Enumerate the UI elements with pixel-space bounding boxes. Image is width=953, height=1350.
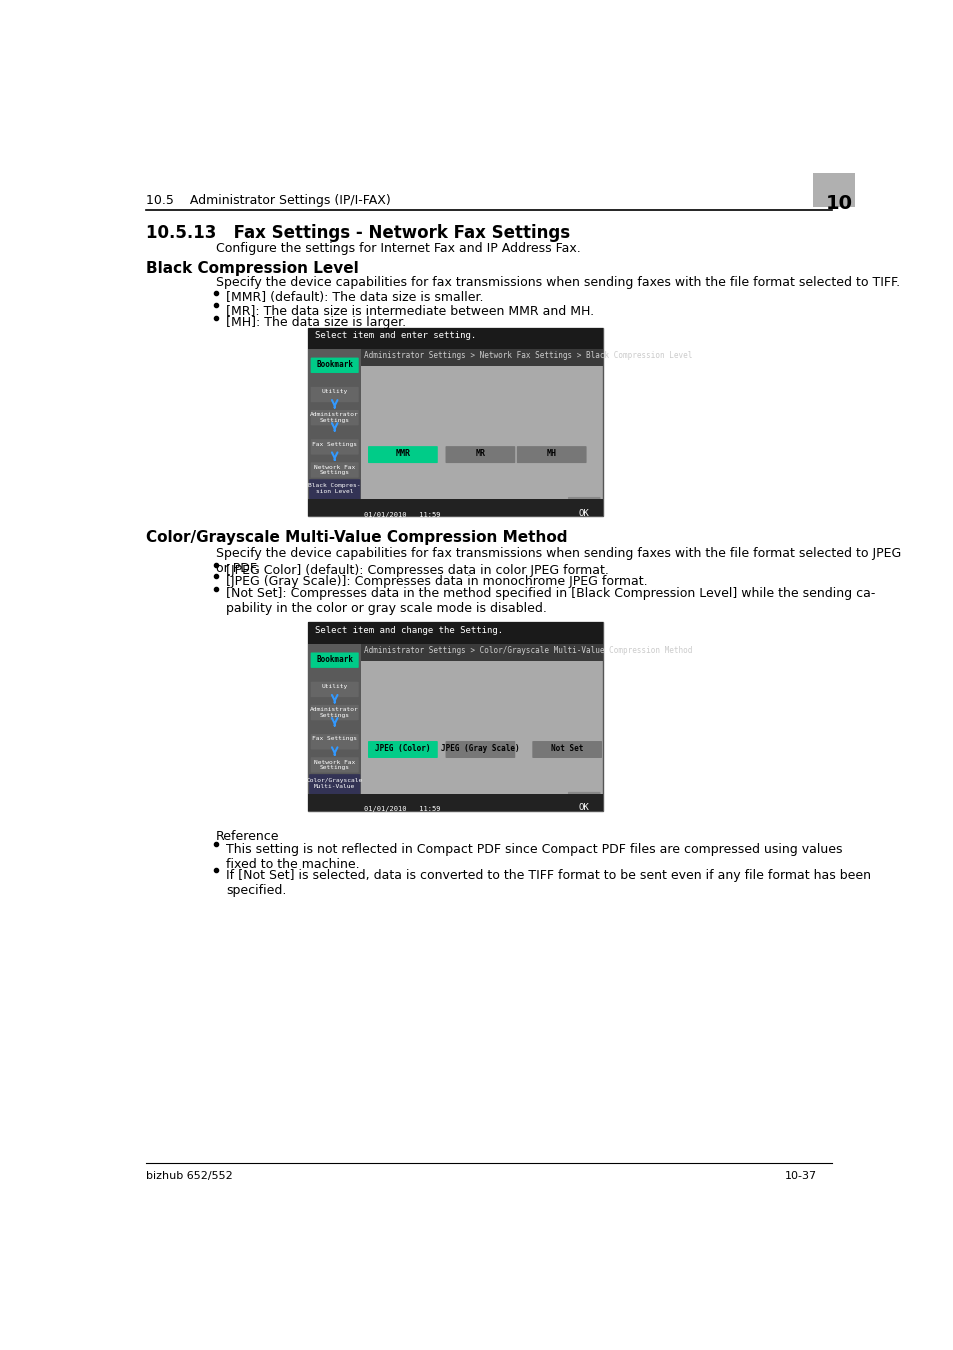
Text: OK: OK [578, 509, 589, 517]
Text: Network Fax
Settings: Network Fax Settings [314, 464, 355, 475]
Text: Specify the device capabilities for fax transmissions when sending faxes with th: Specify the device capabilities for fax … [216, 547, 901, 575]
Text: 10.5.13   Fax Settings - Network Fax Settings: 10.5.13 Fax Settings - Network Fax Setti… [146, 224, 569, 242]
Text: Black Compres-
sion Level: Black Compres- sion Level [308, 483, 360, 494]
FancyBboxPatch shape [311, 462, 358, 478]
FancyBboxPatch shape [532, 741, 601, 757]
Text: Utility: Utility [321, 684, 348, 688]
Text: 01/01/2010   11:59
Memory   100%: 01/01/2010 11:59 Memory 100% [364, 806, 440, 819]
FancyBboxPatch shape [311, 652, 358, 668]
Text: bizhub 652/552: bizhub 652/552 [146, 1170, 233, 1181]
FancyBboxPatch shape [308, 622, 602, 811]
Text: Administrator Settings > Network Fax Settings > Black Compression Level: Administrator Settings > Network Fax Set… [364, 351, 692, 360]
Text: [Not Set]: Compresses data in the method specified in [Black Compression Level] : [Not Set]: Compresses data in the method… [226, 587, 875, 616]
Text: Reference: Reference [216, 830, 279, 844]
Text: [MH]: The data size is larger.: [MH]: The data size is larger. [226, 316, 406, 329]
FancyBboxPatch shape [308, 350, 360, 516]
FancyBboxPatch shape [308, 328, 602, 350]
Text: Administrator
Settings: Administrator Settings [310, 412, 358, 423]
Text: 10.5    Administrator Settings (IP/I-FAX): 10.5 Administrator Settings (IP/I-FAX) [146, 194, 390, 208]
Text: Black Compression Level: Black Compression Level [146, 261, 358, 275]
Text: MR: MR [475, 450, 485, 458]
Text: Bookmark: Bookmark [315, 655, 353, 664]
FancyBboxPatch shape [311, 734, 358, 749]
Text: Administrator
Settings: Administrator Settings [310, 707, 358, 718]
FancyBboxPatch shape [311, 682, 358, 697]
FancyBboxPatch shape [309, 479, 360, 500]
FancyBboxPatch shape [311, 358, 358, 373]
FancyBboxPatch shape [311, 705, 358, 721]
Text: This setting is not reflected in Compact PDF since Compact PDF files are compres: This setting is not reflected in Compact… [226, 842, 841, 871]
Text: [JPEG (Gray Scale)]: Compresses data in monochrome JPEG format.: [JPEG (Gray Scale)]: Compresses data in … [226, 575, 647, 587]
FancyBboxPatch shape [360, 644, 602, 662]
Text: 01/01/2010   11:59
Memory   100%: 01/01/2010 11:59 Memory 100% [364, 512, 440, 525]
FancyBboxPatch shape [308, 622, 602, 644]
FancyBboxPatch shape [368, 446, 437, 463]
Text: Color/Grayscale Multi-Value Compression Method: Color/Grayscale Multi-Value Compression … [146, 531, 566, 545]
FancyBboxPatch shape [567, 792, 599, 809]
FancyBboxPatch shape [311, 387, 358, 402]
Text: Color/Grayscale
Multi-Value: Color/Grayscale Multi-Value [306, 778, 362, 788]
Text: Network Fax
Settings: Network Fax Settings [314, 760, 355, 771]
Text: Fax Settings: Fax Settings [312, 736, 356, 741]
FancyBboxPatch shape [812, 173, 854, 207]
Text: Configure the settings for Internet Fax and IP Address Fax.: Configure the settings for Internet Fax … [216, 242, 580, 255]
Text: Not Set: Not Set [551, 744, 583, 753]
Text: 10: 10 [825, 194, 852, 213]
Text: JPEG (Color): JPEG (Color) [375, 744, 430, 753]
Text: JPEG (Gray Scale): JPEG (Gray Scale) [440, 744, 519, 753]
FancyBboxPatch shape [360, 350, 602, 366]
Text: Select item and change the Setting.: Select item and change the Setting. [314, 625, 502, 634]
FancyBboxPatch shape [311, 439, 358, 455]
Text: Administrator Settings > Color/Grayscale Multi-Value Compression Method: Administrator Settings > Color/Grayscale… [364, 647, 692, 655]
FancyBboxPatch shape [311, 410, 358, 425]
FancyBboxPatch shape [368, 741, 437, 757]
FancyBboxPatch shape [308, 794, 602, 811]
FancyBboxPatch shape [308, 644, 360, 811]
Text: Utility: Utility [321, 389, 348, 394]
Text: OK: OK [578, 803, 589, 813]
Text: Select item and enter setting.: Select item and enter setting. [314, 331, 476, 340]
FancyBboxPatch shape [445, 446, 515, 463]
FancyBboxPatch shape [308, 500, 602, 516]
Text: 10-37: 10-37 [783, 1170, 816, 1181]
FancyBboxPatch shape [567, 497, 599, 514]
Text: If [Not Set] is selected, data is converted to the TIFF format to be sent even i: If [Not Set] is selected, data is conver… [226, 869, 870, 896]
FancyBboxPatch shape [517, 446, 586, 463]
Text: Fax Settings: Fax Settings [312, 441, 356, 447]
Text: [JPEG Color] (default): Compresses data in color JPEG format.: [JPEG Color] (default): Compresses data … [226, 564, 608, 576]
Text: [MMR] (default): The data size is smaller.: [MMR] (default): The data size is smalle… [226, 292, 483, 304]
Text: MH: MH [546, 450, 557, 458]
FancyBboxPatch shape [308, 328, 602, 516]
Text: Bookmark: Bookmark [315, 360, 353, 369]
Text: [MR]: The data size is intermediate between MMR and MH.: [MR]: The data size is intermediate betw… [226, 304, 594, 317]
FancyBboxPatch shape [311, 757, 358, 772]
FancyBboxPatch shape [445, 741, 515, 757]
Text: MMR: MMR [395, 450, 410, 458]
Text: Specify the device capabilities for fax transmissions when sending faxes with th: Specify the device capabilities for fax … [216, 275, 900, 289]
FancyBboxPatch shape [309, 774, 360, 794]
